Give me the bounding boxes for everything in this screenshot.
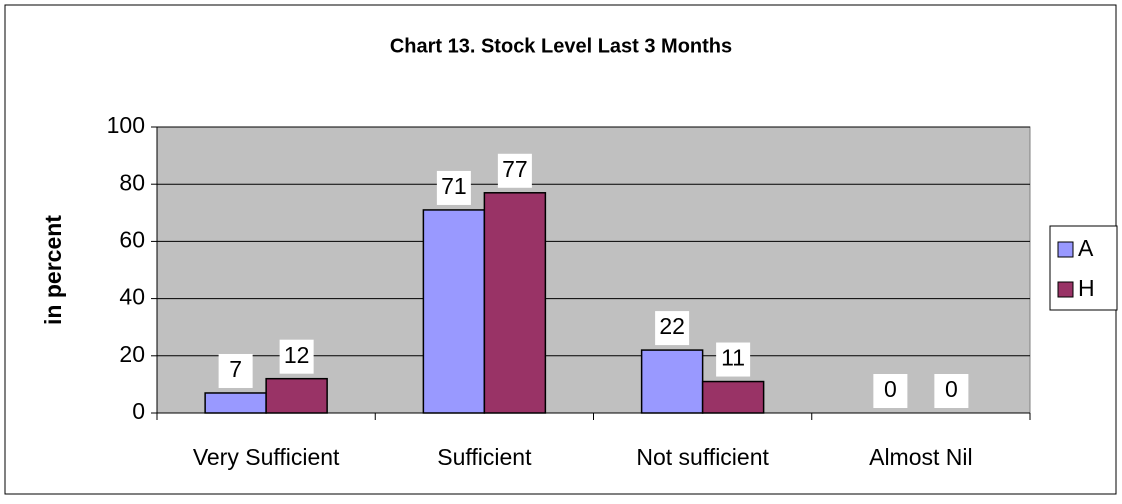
data-label-bg	[436, 170, 471, 205]
legend-swatch	[1057, 281, 1074, 298]
legend-label: A	[1078, 235, 1094, 261]
data-label: 12	[284, 342, 310, 368]
data-label: 71	[441, 173, 467, 199]
y-tick-label: 60	[119, 226, 145, 252]
data-label-bg	[873, 374, 908, 408]
y-tick-label: 0	[132, 398, 145, 424]
x-tick-label: Very Sufficient	[193, 444, 340, 470]
legend-label: H	[1078, 275, 1095, 301]
data-label: 0	[945, 376, 958, 402]
data-label-bg	[655, 311, 690, 346]
chart-title: Chart 13. Stock Level Last 3 Months	[390, 35, 732, 57]
y-tick-label: 100	[107, 112, 145, 138]
x-tick-label: Not sufficient	[636, 444, 769, 470]
data-label-bg	[218, 353, 253, 388]
bar	[701, 380, 765, 414]
y-axis-label: in percent	[40, 215, 66, 325]
bar	[640, 349, 704, 414]
bar	[204, 392, 267, 414]
data-label-bg	[279, 339, 314, 374]
legend-swatch	[1057, 241, 1074, 258]
y-tick-label: 40	[119, 284, 145, 310]
bar	[265, 377, 328, 414]
y-tick-label: 80	[119, 169, 145, 195]
bar	[422, 209, 486, 414]
y-tick-label: 20	[119, 341, 145, 367]
data-label: 11	[721, 345, 745, 371]
data-label-bg	[497, 153, 532, 188]
x-tick-label: Almost Nil	[869, 444, 973, 470]
data-label: 22	[659, 313, 685, 339]
data-label: 7	[229, 356, 242, 382]
x-tick-label: Sufficient	[437, 444, 532, 470]
data-label: 77	[502, 156, 528, 182]
data-label: 0	[884, 376, 897, 402]
data-label-bg	[716, 342, 751, 377]
data-label-bg	[934, 374, 969, 408]
bar	[483, 192, 547, 414]
